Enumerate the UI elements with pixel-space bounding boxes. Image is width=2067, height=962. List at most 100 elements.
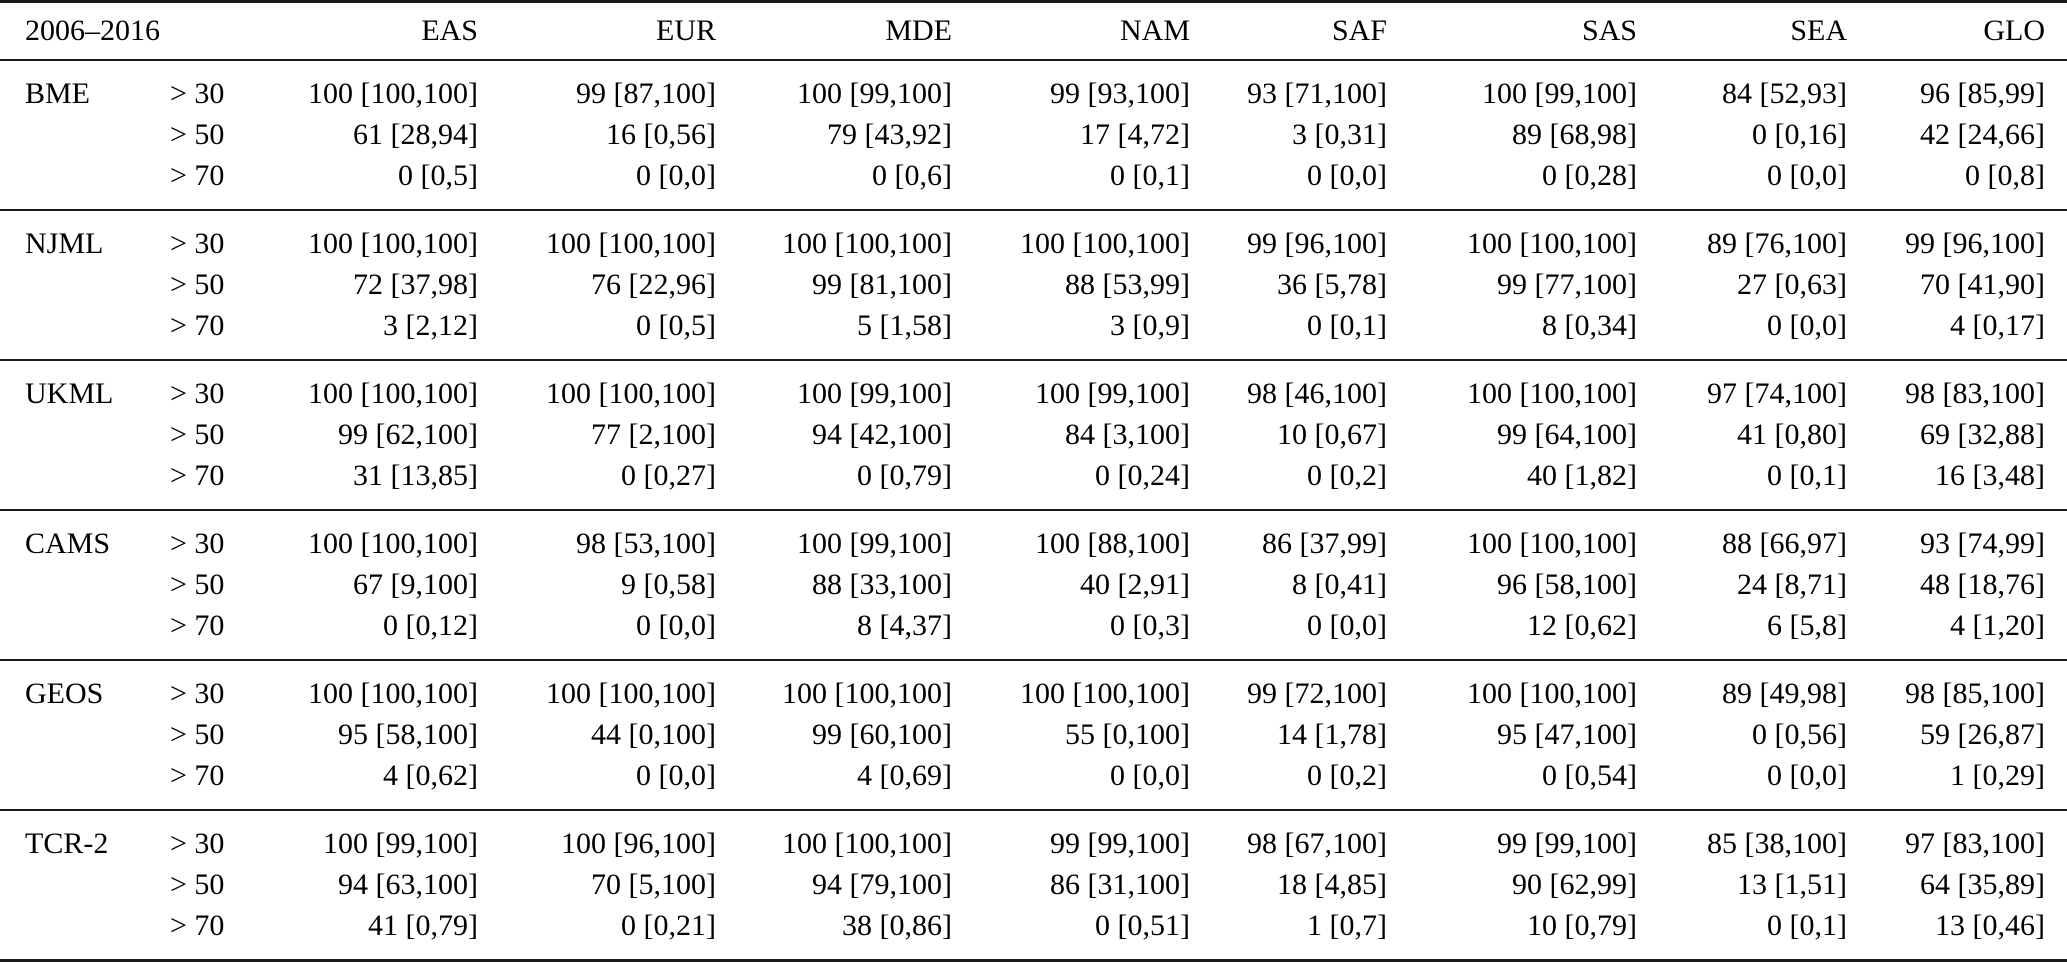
value-cell-nam: 100 [100,100] bbox=[1020, 676, 1190, 710]
table-row: > 70 0 [0,5] 0 [0,0] 0 [0,6] 0 [0,1] 0 [0,0] 0… bbox=[0, 155, 2067, 210]
value-cell-eur: 9 [0,58] bbox=[621, 567, 716, 601]
value-cell-glo: 1 [0,29] bbox=[1950, 758, 2045, 792]
threshold-label: > 50 bbox=[170, 867, 225, 901]
model-label-spacer bbox=[0, 755, 170, 810]
value-cell-glo: 64 [35,89] bbox=[1920, 867, 2045, 901]
threshold-label: > 30 bbox=[170, 376, 225, 410]
threshold-label: > 50 bbox=[170, 717, 225, 751]
table-row: > 50 72 [37,98] 76 [22,96] 99 [81,100] 88 [5… bbox=[0, 264, 2067, 305]
model-group-njml: NJML > 30 100 [100,100] 100 [100,100] 100 [1… bbox=[0, 209, 2067, 360]
value-cell-eas: 100 [100,100] bbox=[308, 76, 478, 110]
value-cell-eur: 0 [0,0] bbox=[636, 158, 716, 192]
value-cell-mde: 100 [99,100] bbox=[797, 76, 952, 110]
table-row: > 70 3 [2,12] 0 [0,5] 5 [1,58] 3 [0,9] 0 [0,1… bbox=[0, 305, 2067, 360]
table-row: UKML > 30 100 [100,100] 100 [100,100] 100 [9… bbox=[0, 360, 2067, 414]
table-row: > 70 41 [0,79] 0 [0,21] 38 [0,86] 0 [0,51] 1 … bbox=[0, 905, 2067, 961]
model-label-spacer bbox=[0, 905, 170, 961]
value-cell-eur: 100 [96,100] bbox=[561, 826, 716, 860]
table-row: TCR-2 > 30 100 [99,100] 100 [96,100] 100 [10… bbox=[0, 810, 2067, 864]
value-cell-nam: 84 [3,100] bbox=[1065, 417, 1190, 451]
value-cell-sea: 0 [0,56] bbox=[1752, 717, 1847, 751]
table-row: > 50 94 [63,100] 70 [5,100] 94 [79,100] 86 [… bbox=[0, 864, 2067, 905]
value-cell-eur: 100 [100,100] bbox=[546, 676, 716, 710]
table-row: > 50 61 [28,94] 16 [0,56] 79 [43,92] 17 [4,7… bbox=[0, 114, 2067, 155]
value-cell-nam: 99 [99,100] bbox=[1050, 826, 1190, 860]
value-cell-mde: 99 [81,100] bbox=[812, 267, 952, 301]
column-header-saf: SAF bbox=[1190, 1, 1387, 61]
value-cell-eas: 67 [9,100] bbox=[353, 567, 478, 601]
value-cell-mde: 5 [1,58] bbox=[857, 308, 952, 342]
value-cell-eur: 44 [0,100] bbox=[591, 717, 716, 751]
table-row: > 50 95 [58,100] 44 [0,100] 99 [60,100] 55 [… bbox=[0, 714, 2067, 755]
value-cell-sea: 84 [52,93] bbox=[1722, 76, 1847, 110]
model-label-spacer bbox=[0, 864, 170, 905]
table-row: > 70 31 [13,85] 0 [0,27] 0 [0,79] 0 [0,24] 0 … bbox=[0, 455, 2067, 510]
value-cell-nam: 100 [99,100] bbox=[1035, 376, 1190, 410]
value-cell-eas: 100 [100,100] bbox=[308, 376, 478, 410]
model-label: GEOS bbox=[25, 676, 104, 710]
value-cell-sas: 99 [64,100] bbox=[1497, 417, 1637, 451]
value-cell-nam: 0 [0,1] bbox=[1110, 158, 1190, 192]
model-label: BME bbox=[25, 76, 91, 110]
column-header-glo: GLO bbox=[1847, 1, 2067, 61]
value-cell-mde: 100 [99,100] bbox=[797, 526, 952, 560]
threshold-label: > 50 bbox=[170, 417, 225, 451]
model-group-cams: CAMS > 30 100 [100,100] 98 [53,100] 100 [99,… bbox=[0, 509, 2067, 660]
value-cell-sea: 0 [0,1] bbox=[1767, 908, 1847, 942]
value-cell-mde: 4 [0,69] bbox=[857, 758, 952, 792]
value-cell-saf: 14 [1,78] bbox=[1277, 717, 1387, 751]
value-cell-sas: 100 [100,100] bbox=[1467, 226, 1637, 260]
value-cell-sas: 100 [100,100] bbox=[1467, 526, 1637, 560]
value-cell-mde: 99 [60,100] bbox=[812, 717, 952, 751]
value-cell-sas: 100 [99,100] bbox=[1482, 76, 1637, 110]
table-row: BME > 30 100 [100,100] 99 [87,100] 100 [99,1… bbox=[0, 60, 2067, 114]
value-cell-eas: 100 [100,100] bbox=[308, 526, 478, 560]
value-cell-nam: 0 [0,24] bbox=[1095, 458, 1190, 492]
value-cell-nam: 55 [0,100] bbox=[1065, 717, 1190, 751]
value-cell-saf: 0 [0,2] bbox=[1307, 758, 1387, 792]
value-cell-sea: 0 [0,1] bbox=[1767, 458, 1847, 492]
value-cell-mde: 79 [43,92] bbox=[827, 117, 952, 151]
value-cell-saf: 0 [0,0] bbox=[1307, 608, 1387, 642]
value-cell-mde: 0 [0,79] bbox=[857, 458, 952, 492]
value-cell-glo: 98 [83,100] bbox=[1905, 376, 2045, 410]
value-cell-glo: 42 [24,66] bbox=[1920, 117, 2045, 151]
table-row: > 70 4 [0,62] 0 [0,0] 4 [0,69] 0 [0,0] 0 [0,2… bbox=[0, 755, 2067, 810]
model-label-spacer bbox=[0, 714, 170, 755]
column-header-eas: EAS bbox=[245, 1, 478, 61]
value-cell-eur: 0 [0,5] bbox=[636, 308, 716, 342]
value-cell-saf: 1 [0,7] bbox=[1307, 908, 1387, 942]
threshold-label: > 70 bbox=[170, 758, 225, 792]
value-cell-nam: 86 [31,100] bbox=[1050, 867, 1190, 901]
model-label: UKML bbox=[25, 376, 114, 410]
value-cell-sas: 99 [99,100] bbox=[1497, 826, 1637, 860]
value-cell-eur: 16 [0,56] bbox=[606, 117, 716, 151]
value-cell-glo: 59 [26,87] bbox=[1920, 717, 2045, 751]
threshold-label: > 30 bbox=[170, 676, 225, 710]
value-cell-eur: 76 [22,96] bbox=[591, 267, 716, 301]
value-cell-eur: 77 [2,100] bbox=[591, 417, 716, 451]
value-cell-saf: 0 [0,2] bbox=[1307, 458, 1387, 492]
table-row: > 50 99 [62,100] 77 [2,100] 94 [42,100] 84 [… bbox=[0, 414, 2067, 455]
value-cell-sas: 96 [58,100] bbox=[1497, 567, 1637, 601]
value-cell-glo: 97 [83,100] bbox=[1905, 826, 2045, 860]
value-cell-eas: 99 [62,100] bbox=[338, 417, 478, 451]
value-cell-sea: 88 [66,97] bbox=[1722, 526, 1847, 560]
value-cell-glo: 16 [3,48] bbox=[1935, 458, 2045, 492]
value-cell-glo: 99 [96,100] bbox=[1905, 226, 2045, 260]
model-group-geos: GEOS > 30 100 [100,100] 100 [100,100] 100 [1… bbox=[0, 659, 2067, 810]
value-cell-nam: 0 [0,0] bbox=[1110, 758, 1190, 792]
value-cell-eas: 0 [0,12] bbox=[383, 608, 478, 642]
threshold-label: > 50 bbox=[170, 567, 225, 601]
value-cell-sas: 40 [1,82] bbox=[1527, 458, 1637, 492]
value-cell-mde: 94 [79,100] bbox=[812, 867, 952, 901]
value-cell-eas: 0 [0,5] bbox=[398, 158, 478, 192]
model-label-spacer bbox=[0, 564, 170, 605]
value-cell-glo: 96 [85,99] bbox=[1920, 76, 2045, 110]
value-cell-mde: 100 [100,100] bbox=[782, 826, 952, 860]
value-cell-eas: 95 [58,100] bbox=[338, 717, 478, 751]
model-group-bme: BME > 30 100 [100,100] 99 [87,100] 100 [99,1… bbox=[0, 60, 2067, 210]
value-cell-nam: 0 [0,51] bbox=[1095, 908, 1190, 942]
value-cell-eas: 61 [28,94] bbox=[353, 117, 478, 151]
model-label-spacer bbox=[0, 114, 170, 155]
